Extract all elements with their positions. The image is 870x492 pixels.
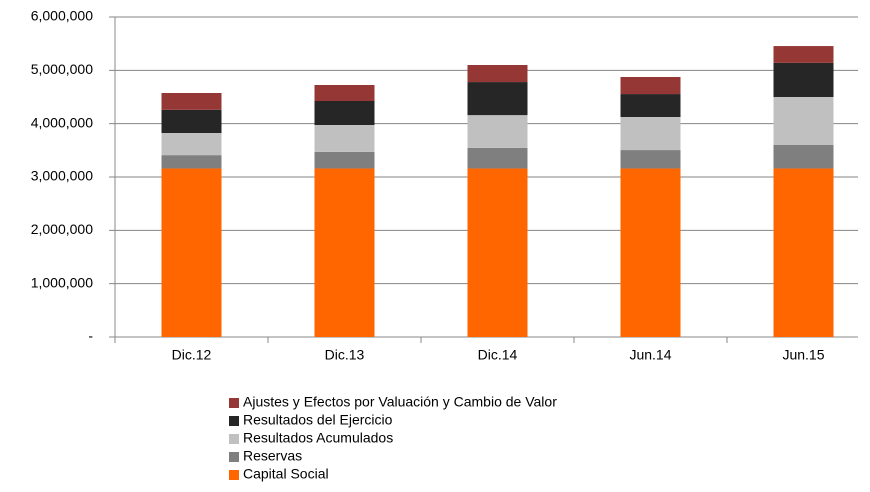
- bar-segment: [467, 147, 528, 169]
- bar-segment: [773, 97, 834, 145]
- y-tick-label: -: [88, 328, 93, 344]
- y-tick-label: 6,000,000: [31, 8, 93, 24]
- legend-swatch: [229, 416, 239, 426]
- y-tick-label: 1,000,000: [31, 274, 93, 290]
- bar-segment: [314, 101, 375, 125]
- legend-label: Reservas: [243, 448, 302, 464]
- bar-segment: [773, 62, 834, 97]
- x-tick-label: Dic.13: [325, 347, 365, 363]
- bar-segment: [773, 46, 834, 63]
- bar-segment: [161, 109, 222, 133]
- bar-segment: [773, 168, 834, 337]
- x-tick-label: Jun.14: [629, 347, 671, 363]
- bar-segment: [467, 168, 528, 337]
- bar-segment: [161, 155, 222, 169]
- legend-swatch: [229, 470, 239, 480]
- legend-label: Resultados del Ejercicio: [243, 412, 393, 428]
- legend-swatch: [229, 452, 239, 462]
- x-tick-label: Dic.14: [478, 347, 518, 363]
- x-tick-label: Dic.12: [172, 347, 212, 363]
- legend-swatch: [229, 398, 239, 408]
- bar-segment: [161, 133, 222, 156]
- bar-segment: [314, 85, 375, 101]
- bar-segment: [620, 94, 681, 117]
- bar-segment: [314, 125, 375, 152]
- y-tick-label: 2,000,000: [31, 221, 93, 237]
- x-tick-label: Jun.15: [782, 347, 824, 363]
- bar-segment: [314, 151, 375, 169]
- bar-segment: [314, 168, 375, 337]
- bar-segment: [467, 82, 528, 116]
- legend-label: Resultados Acumulados: [243, 430, 393, 446]
- legend-swatch: [229, 434, 239, 444]
- legend-label: Ajustes y Efectos por Valuación y Cambio…: [243, 394, 557, 410]
- bar-segment: [620, 150, 681, 169]
- bar-segment: [161, 168, 222, 337]
- y-tick-label: 5,000,000: [31, 61, 93, 77]
- bar-segment: [467, 65, 528, 83]
- legend-label: Capital Social: [243, 466, 329, 482]
- y-tick-label: 3,000,000: [31, 168, 93, 184]
- bar-segment: [773, 145, 834, 169]
- y-tick-label: 4,000,000: [31, 114, 93, 130]
- bar-segment: [620, 168, 681, 337]
- bar-segment: [467, 115, 528, 148]
- bar-segment: [620, 77, 681, 95]
- bar-segment: [620, 117, 681, 151]
- bar-segment: [161, 93, 222, 110]
